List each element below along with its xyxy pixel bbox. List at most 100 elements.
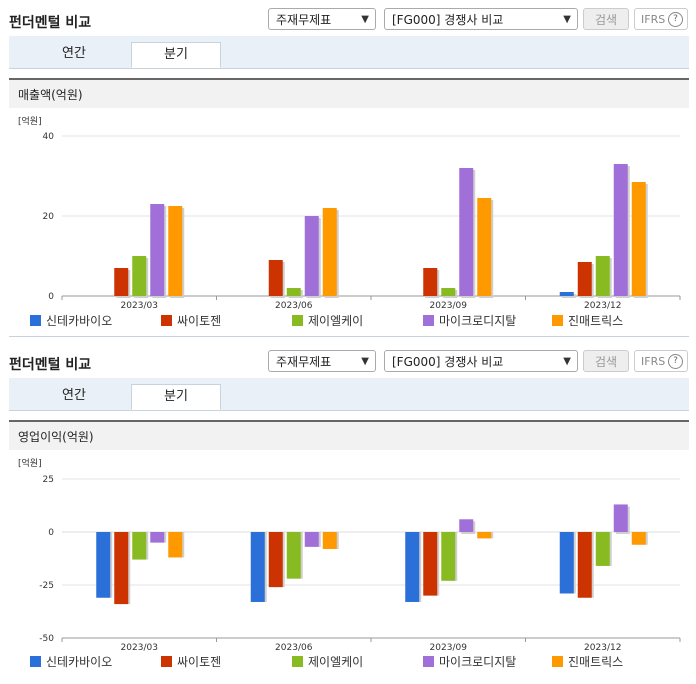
legend-swatch [161,315,172,326]
legend-swatch [292,315,303,326]
ifrs-button[interactable]: IFRS ? [634,350,688,372]
section-title: 펀더멘털 비교 [9,15,92,31]
y-tick-label: 40 [43,132,55,142]
ifrs-label: IFRS [641,13,666,26]
y-tick-label: 25 [43,475,54,485]
legend-item[interactable]: 진매트릭스 [552,313,623,329]
legend-item[interactable]: 마이크로디지탈 [423,654,516,670]
legend-item[interactable]: 진매트릭스 [552,654,623,670]
y-tick-label: 20 [43,212,55,222]
bar [459,519,474,532]
peer-select[interactable]: [FG000] 경쟁사 비교 ▼ [384,350,578,372]
legend-swatch [423,656,434,667]
legend-label: 싸이토젠 [177,655,222,669]
bar [286,532,301,579]
peer-select-value: [FG000] 경쟁사 비교 [392,13,504,27]
tab-annual[interactable]: 연간 [62,388,86,403]
bar [96,532,111,598]
x-tick-label: 2023/12 [584,301,621,310]
bar [322,532,337,549]
bar [577,532,592,598]
chart-legend: 신테카바이오 싸이토젠 제이엘케이 마이크로디지탈 진매트릭스 [30,313,680,329]
divider [9,336,689,337]
bar [613,164,628,296]
section-header: 펀더멘털 비교 주재무제표 ▼ [FG000] 경쟁사 비교 ▼ 검색 IFRS… [0,342,696,378]
ifrs-button[interactable]: IFRS ? [634,8,688,30]
legend-item[interactable]: 마이크로디지탈 [423,313,516,329]
bar [423,532,438,596]
bar [150,532,165,543]
bar [631,182,646,296]
chevron-down-icon: ▼ [361,14,369,25]
legend-item[interactable]: 싸이토젠 [161,313,221,329]
bar [304,216,319,296]
bar [268,532,283,588]
bar [268,260,283,296]
legend-swatch [292,656,303,667]
x-tick-label: 2023/09 [430,301,468,310]
bar [477,198,492,296]
bar [441,288,456,296]
statement-select[interactable]: 주재무제표 ▼ [268,8,376,30]
bar [559,292,574,296]
statement-select-value: 주재무제표 [276,355,332,369]
x-tick-label: 2023/12 [584,643,621,653]
statement-select[interactable]: 주재무제표 ▼ [268,350,376,372]
x-tick-label: 2023/06 [275,643,313,653]
legend-label: 제이엘케이 [308,314,364,328]
chevron-down-icon: ▼ [563,14,571,25]
legend-label: 신테카바이오 [46,314,113,328]
legend-swatch [30,656,41,667]
x-tick-label: 2023/06 [275,301,313,310]
help-icon[interactable]: ? [668,12,683,27]
bar [114,532,129,605]
legend-label: 진매트릭스 [568,314,624,328]
bar [631,532,646,545]
legend-item[interactable]: 제이엘케이 [292,313,363,329]
fundamental-section-1: 펀더멘털 비교 주재무제표 ▼ [FG000] 경쟁사 비교 ▼ 검색 IFRS… [0,0,696,340]
bar [613,504,628,532]
legend-label: 싸이토젠 [177,314,222,328]
bar [595,532,610,566]
bar [150,204,165,296]
revenue-chart: [억원] 0 20 40 2023/03 2023/06 2023/09 2023/12 [18,115,681,310]
unit-label: [억원] [18,115,42,127]
bar [559,532,574,594]
search-button[interactable]: 검색 [583,8,629,30]
chart-legend: 신테카바이오 싸이토젠 제이엘케이 마이크로디지탈 진매트릭스 [30,654,680,670]
statement-select-value: 주재무제표 [276,13,332,27]
tab-quarterly[interactable]: 분기 [131,384,221,410]
bar [304,532,319,547]
bar [405,532,420,602]
y-tick-label: -50 [39,634,54,644]
ifrs-label: IFRS [641,355,666,368]
chart-title: 매출액(억원) [9,78,689,108]
legend-item[interactable]: 신테카바이오 [30,654,112,670]
legend-label: 마이크로디지탈 [439,655,517,669]
bar [168,532,183,558]
legend-item[interactable]: 싸이토젠 [161,654,221,670]
legend-swatch [30,315,41,326]
section-header: 펀더멘털 비교 주재무제표 ▼ [FG000] 경쟁사 비교 ▼ 검색 IFRS… [0,0,696,36]
legend-item[interactable]: 신테카바이오 [30,313,112,329]
tab-quarterly[interactable]: 분기 [131,42,221,68]
bar [577,262,592,296]
bar [132,256,147,296]
tab-annual[interactable]: 연간 [62,46,86,61]
help-icon[interactable]: ? [668,354,683,369]
fundamental-section-2: 펀더멘털 비교 주재무제표 ▼ [FG000] 경쟁사 비교 ▼ 검색 IFRS… [0,342,696,684]
peer-select[interactable]: [FG000] 경쟁사 비교 ▼ [384,8,578,30]
legend-label: 마이크로디지탈 [439,314,517,328]
bar [423,268,438,296]
legend-item[interactable]: 제이엘케이 [292,654,363,670]
bar [595,256,610,296]
legend-swatch [552,315,563,326]
x-tick-label: 2023/09 [430,643,468,653]
bar [459,168,474,296]
chevron-down-icon: ▼ [361,356,369,367]
legend-swatch [552,656,563,667]
bar [114,268,129,296]
search-button[interactable]: 검색 [583,350,629,372]
y-tick-label: 0 [48,292,54,302]
y-tick-label: 0 [48,528,54,538]
